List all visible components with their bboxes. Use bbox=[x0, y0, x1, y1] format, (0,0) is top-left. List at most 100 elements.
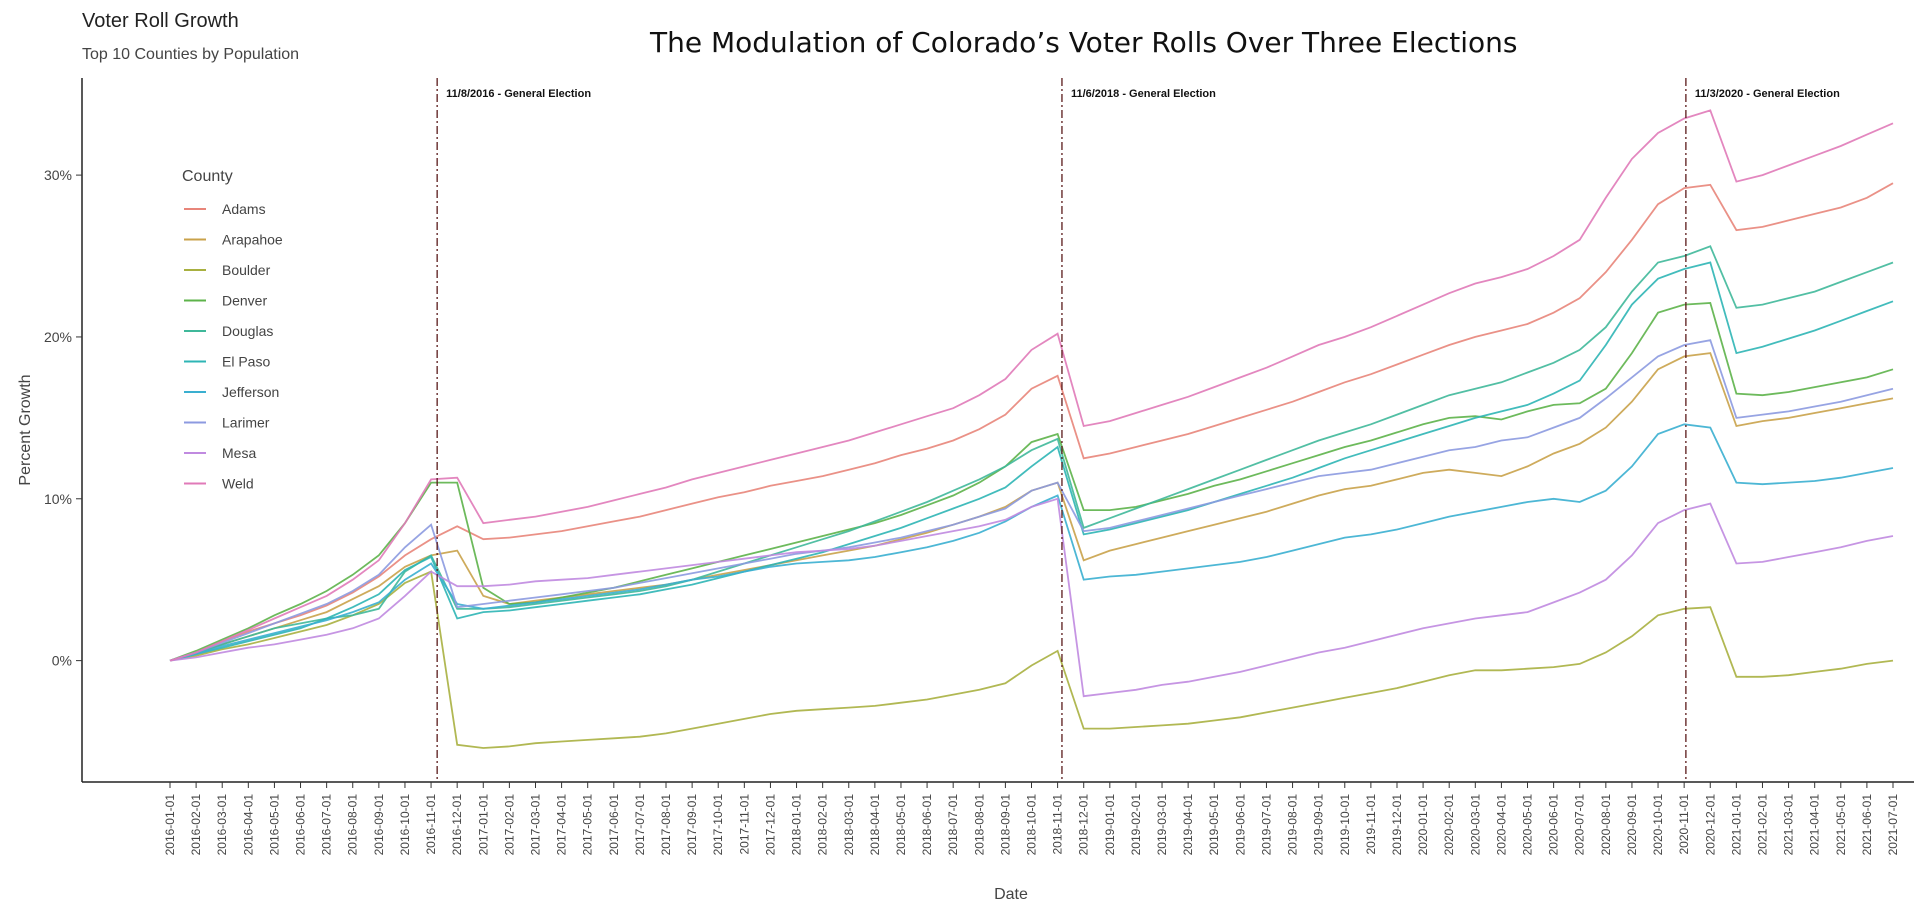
legend-label: Jefferson bbox=[222, 384, 279, 400]
chart-header-subtitle: Top 10 Counties by Population bbox=[82, 46, 300, 63]
x-tick-label: 2016-03-01 bbox=[215, 794, 229, 856]
series-line-adams bbox=[169, 182, 1894, 662]
y-tick-label: 0% bbox=[52, 653, 72, 669]
x-tick-label: 2019-03-01 bbox=[1155, 794, 1169, 856]
x-tick-label: 2016-02-01 bbox=[189, 794, 203, 856]
x-tick-label: 2016-09-01 bbox=[372, 794, 386, 856]
x-tick-label: 2020-11-01 bbox=[1677, 794, 1691, 855]
legend-item-denver: Denver bbox=[184, 293, 267, 309]
x-tick-label: 2017-03-01 bbox=[528, 794, 542, 856]
legend-label: El Paso bbox=[222, 354, 270, 370]
chart-header-title: Voter Roll Growth bbox=[82, 10, 239, 32]
x-tick-label: 2021-03-01 bbox=[1782, 794, 1796, 856]
x-tick-label: 2021-01-01 bbox=[1729, 794, 1743, 856]
x-tick-label: 2020-12-01 bbox=[1703, 794, 1717, 856]
x-tick-label: 2019-08-01 bbox=[1286, 794, 1300, 856]
x-tick-label: 2016-01-01 bbox=[163, 794, 177, 856]
legend-label: Larimer bbox=[222, 415, 270, 431]
election-label: 11/3/2020 - General Election bbox=[1695, 88, 1840, 100]
x-tick-label: 2016-11-01 bbox=[424, 794, 438, 855]
series-line-denver bbox=[169, 302, 1894, 662]
x-tick-label: 2018-05-01 bbox=[894, 794, 908, 856]
x-tick-label: 2018-03-01 bbox=[842, 794, 856, 856]
series-line-jefferson bbox=[169, 423, 1894, 662]
x-tick-label: 2021-07-01 bbox=[1886, 794, 1900, 856]
x-tick-label: 2017-02-01 bbox=[502, 794, 516, 856]
legend-item-mesa: Mesa bbox=[184, 445, 256, 461]
x-tick-label: 2018-12-01 bbox=[1077, 794, 1091, 856]
x-tick-label: 2016-04-01 bbox=[241, 794, 255, 856]
x-tick-label: 2020-05-01 bbox=[1521, 794, 1535, 856]
series-lines bbox=[169, 109, 1894, 749]
x-tick-label: 2019-10-01 bbox=[1338, 794, 1352, 856]
y-tick-label: 20% bbox=[44, 329, 72, 345]
x-tick-label: 2019-12-01 bbox=[1390, 794, 1404, 856]
x-tick-label: 2018-09-01 bbox=[998, 794, 1012, 856]
election-markers: 11/8/2016 - General Election 11/6/2018 - … bbox=[436, 78, 1840, 782]
x-tick-label: 2016-12-01 bbox=[450, 794, 464, 856]
x-tick-label: 2020-10-01 bbox=[1651, 794, 1665, 856]
legend-item-arapahoe: Arapahoe bbox=[184, 232, 283, 248]
x-tick-label: 2021-05-01 bbox=[1834, 794, 1848, 856]
series-line-douglas bbox=[169, 245, 1894, 662]
x-tick-label: 2017-06-01 bbox=[607, 794, 621, 856]
x-tick-label: 2017-04-01 bbox=[555, 794, 569, 856]
series-line-boulder bbox=[169, 570, 1894, 749]
series-line-larimer bbox=[169, 339, 1894, 662]
x-tick-label: 2020-06-01 bbox=[1547, 794, 1561, 856]
chart-main-title: The Modulation of Colorado’s Voter Rolls… bbox=[650, 26, 1518, 59]
legend-label: Denver bbox=[222, 293, 267, 309]
legend-item-jefferson: Jefferson bbox=[184, 384, 279, 400]
election-label: 11/6/2018 - General Election bbox=[1071, 88, 1216, 100]
x-tick-label: 2016-05-01 bbox=[267, 794, 281, 856]
x-tick-label: 2019-09-01 bbox=[1312, 794, 1326, 856]
x-tick-label: 2017-10-01 bbox=[711, 794, 725, 856]
x-tick-label: 2020-03-01 bbox=[1468, 794, 1482, 856]
legend-label: Mesa bbox=[222, 445, 256, 461]
legend-item-larimer: Larimer bbox=[184, 415, 270, 431]
x-tick-label: 2018-08-01 bbox=[972, 794, 986, 856]
legend-label: Arapahoe bbox=[222, 232, 283, 248]
series-line-el-paso bbox=[169, 261, 1894, 662]
x-tick-label: 2020-01-01 bbox=[1416, 794, 1430, 856]
series-line-weld bbox=[169, 109, 1894, 662]
x-tick-label: 2019-06-01 bbox=[1233, 794, 1247, 856]
x-tick-label: 2018-02-01 bbox=[816, 794, 830, 856]
x-tick-label: 2018-11-01 bbox=[1051, 794, 1065, 855]
x-axis-label: Date bbox=[994, 886, 1028, 903]
x-tick-label: 2018-04-01 bbox=[868, 794, 882, 856]
legend-item-boulder: Boulder bbox=[184, 262, 271, 278]
y-tick-label: 10% bbox=[44, 491, 72, 507]
legend-item-weld: Weld bbox=[184, 476, 254, 492]
legend-title: County bbox=[182, 168, 233, 185]
x-tick-label: 2016-10-01 bbox=[398, 794, 412, 856]
x-tick-label: 2016-08-01 bbox=[346, 794, 360, 856]
x-tick-label: 2021-02-01 bbox=[1755, 794, 1769, 856]
legend: County Adams Arapahoe Boulder Denver Douglas… bbox=[182, 168, 283, 492]
x-tick-label: 2020-04-01 bbox=[1494, 794, 1508, 856]
x-tick-label: 2020-02-01 bbox=[1442, 794, 1456, 856]
legend-label: Adams bbox=[222, 201, 266, 217]
x-tick-label: 2016-07-01 bbox=[320, 794, 334, 856]
y-ticks: 0% 10% 20% 30% bbox=[44, 167, 82, 669]
x-tick-label: 2017-09-01 bbox=[685, 794, 699, 856]
x-tick-label: 2017-12-01 bbox=[763, 794, 777, 856]
x-ticks: 2016-01-01 2016-02-01 2016-03-01 2016-04-01… bbox=[163, 782, 1900, 855]
legend-label: Boulder bbox=[222, 262, 271, 278]
x-tick-label: 2018-07-01 bbox=[946, 794, 960, 856]
x-tick-label: 2019-04-01 bbox=[1181, 794, 1195, 856]
legend-label: Douglas bbox=[222, 323, 273, 339]
x-tick-label: 2016-06-01 bbox=[294, 794, 308, 856]
y-axis-label: Percent Growth bbox=[17, 374, 34, 485]
x-tick-label: 2017-01-01 bbox=[476, 794, 490, 856]
election-label: 11/8/2016 - General Election bbox=[446, 88, 591, 100]
x-tick-label: 2019-01-01 bbox=[1103, 794, 1117, 856]
x-tick-label: 2017-08-01 bbox=[659, 794, 673, 856]
x-tick-label: 2021-06-01 bbox=[1860, 794, 1874, 856]
x-tick-label: 2020-08-01 bbox=[1599, 794, 1613, 856]
x-tick-label: 2019-05-01 bbox=[1207, 794, 1221, 856]
x-tick-label: 2018-10-01 bbox=[1025, 794, 1039, 856]
x-tick-label: 2019-07-01 bbox=[1259, 794, 1273, 856]
x-tick-label: 2020-07-01 bbox=[1573, 794, 1587, 856]
